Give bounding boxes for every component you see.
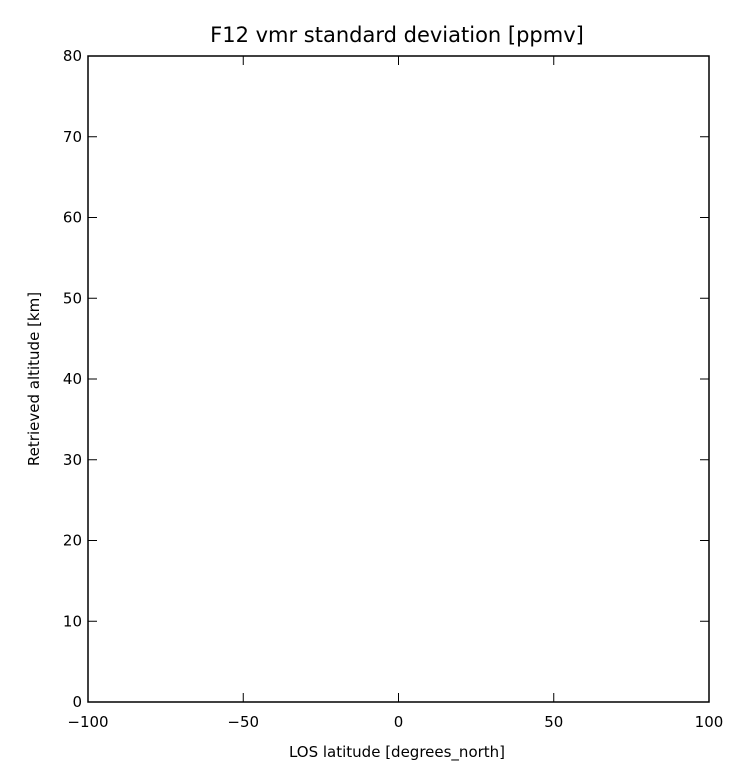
y-axis-label: Retrieved altitude [km]: [25, 292, 43, 466]
y-tick-label: 80: [63, 47, 82, 65]
x-tick-label: −100: [67, 713, 108, 731]
plot-frame: [87, 55, 710, 703]
y-tick-label: 20: [63, 532, 82, 550]
y-tick-label: 60: [63, 209, 82, 227]
y-tick-label: 40: [63, 370, 82, 388]
y-tick-label: 50: [63, 289, 82, 307]
y-axis-ticks: 0 10 20 30 40 50 60 70 80: [63, 47, 709, 711]
x-axis-ticks: −100 −50 0 50 100: [67, 56, 723, 731]
y-tick-label: 70: [63, 128, 82, 146]
x-tick-label: 0: [394, 713, 404, 731]
x-tick-label: 100: [695, 713, 724, 731]
x-tick-label: 50: [544, 713, 563, 731]
chart-title: F12 vmr standard deviation [ppmv]: [210, 23, 584, 47]
y-tick-label: 10: [63, 612, 82, 630]
y-tick-label: 30: [63, 451, 82, 469]
y-tick-label: 0: [72, 693, 82, 711]
x-tick-label: −50: [227, 713, 259, 731]
x-axis-label: LOS latitude [degrees_north]: [289, 743, 505, 762]
